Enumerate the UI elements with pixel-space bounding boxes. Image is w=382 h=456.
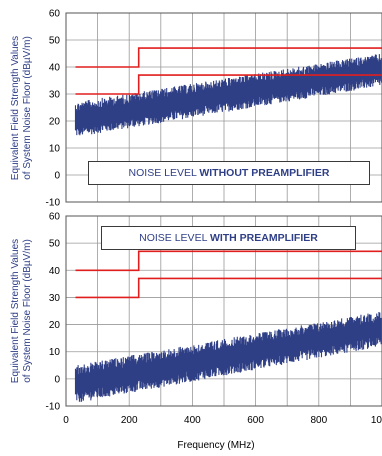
bottom-x-tick-label: 1000 [371, 415, 382, 426]
bottom-y-tick-label: 50 [49, 239, 61, 250]
top-y-tick-label: 20 [49, 117, 61, 128]
bottom-x-tick-label: 600 [247, 415, 264, 426]
bottom-x-tick-label: 0 [63, 415, 69, 426]
bottom-y-tick-label: 30 [49, 293, 61, 304]
bottom-y-tick-label: 10 [49, 347, 61, 358]
bottom-annotation-bold: WITH PREAMPLIFIER [209, 232, 318, 244]
top-noise-core [75, 63, 382, 126]
bottom-annotation-box: NOISE LEVEL WITH PREAMPLIFIER [101, 226, 356, 250]
top-annotation-prefix: NOISE LEVEL [128, 167, 200, 179]
bottom-limit-line-2 [75, 277, 382, 299]
bottom-x-tick-label: 400 [184, 415, 201, 426]
top-limit-line-1 [75, 47, 382, 68]
top-y-tick-label: 10 [49, 144, 61, 155]
bottom-limit-line-1 [75, 250, 382, 272]
bottom-y-tick-label: 20 [49, 320, 61, 331]
top-annotation-box: NOISE LEVEL WITHOUT PREAMPLIFIER [88, 161, 370, 185]
bottom-y-tick-label: 0 [54, 374, 60, 385]
top-y-tick-label: 60 [49, 9, 61, 20]
top-y-tick-label: 0 [54, 171, 60, 182]
bottom-annotation-prefix: NOISE LEVEL [139, 232, 210, 244]
top-y-axis-label: Equivalent Field Strength Values of Syst… [10, 3, 34, 213]
top-plot: 60 50 40 30 20 10 0 -10 [46, 9, 382, 209]
bottom-y-tick-label: 40 [49, 266, 61, 277]
top-limit-line-2 [75, 74, 382, 95]
top-y-tick-label: 30 [49, 90, 61, 101]
x-axis-label: Frequency (MHz) [177, 440, 255, 451]
bottom-plot-frame [65, 215, 382, 407]
bottom-y-label-line2: of System Noise Floor (dBµV/m) [22, 239, 33, 383]
bottom-y-tick-label: 60 [49, 212, 61, 223]
bottom-y-axis-label: Equivalent Field Strength Values of Syst… [10, 206, 34, 416]
top-y-tick-label: -10 [46, 198, 61, 209]
top-y-tick-label: 40 [49, 63, 61, 74]
bottom-y-tick-label: -10 [46, 402, 61, 413]
bottom-y-label-line1: Equivalent Field Strength Values [10, 238, 21, 384]
top-annotation-bold: WITHOUT PREAMPLIFIER [199, 167, 330, 179]
top-y-label-line1: Equivalent Field Strength Values [10, 35, 21, 180]
bottom-noise-core [75, 322, 382, 392]
top-y-tick-label: 50 [49, 36, 61, 47]
bottom-x-tick-label: 200 [121, 415, 138, 426]
bottom-x-tick-label: 800 [310, 415, 327, 426]
top-plot-frame [65, 12, 382, 203]
top-y-label-line2: of System Noise Floor (dBµV/m) [22, 35, 33, 180]
